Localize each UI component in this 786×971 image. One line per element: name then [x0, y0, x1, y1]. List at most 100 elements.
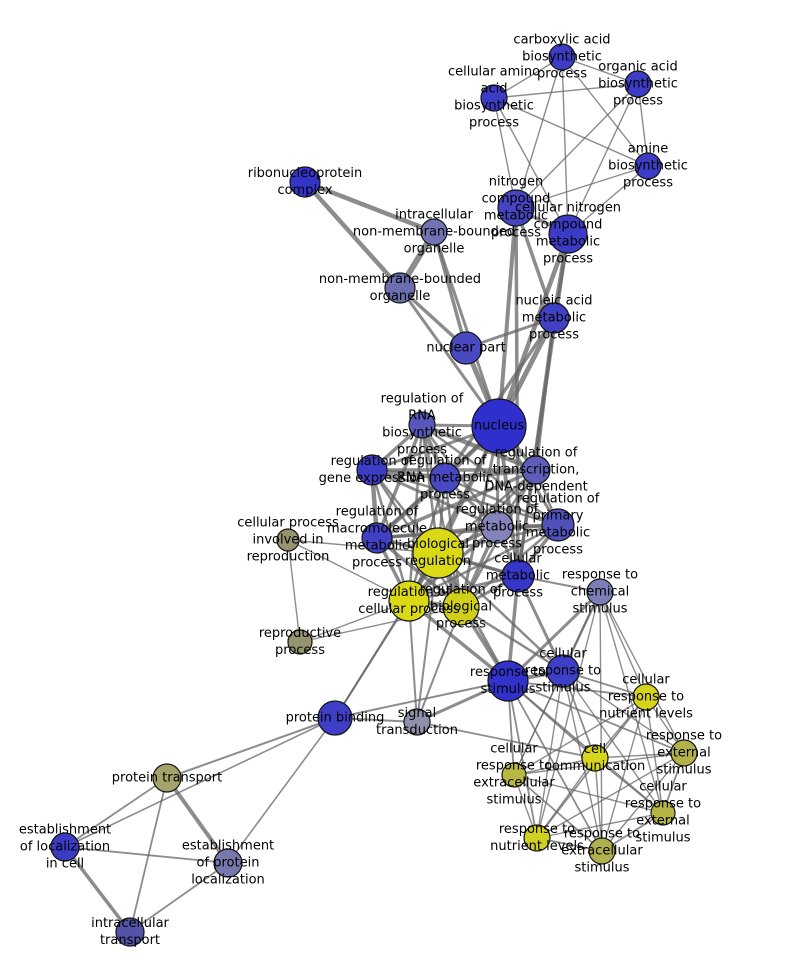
edge-intracellular-non-membrane-bounded-organelle--nucleus	[432, 230, 501, 428]
edge-nitrogen-compound-metabolic-process--nucleus	[497, 206, 518, 428]
edge-response-to-chemical-stimulus--response-to-nutrient-levels	[536, 591, 601, 839]
edge-carboxylic-acid-biosynthetic-process--cellular-nitrogen-compound-metabolic-process	[561, 56, 569, 235]
edge-ribonucleoprotein-complex--non-membrane-bounded-organelle	[302, 179, 403, 291]
edge-establishment-of-protein-localization--intracellular-transport	[129, 862, 229, 933]
node-intracellular-non-membrane-bounded-organelle[interactable]	[420, 218, 448, 246]
node-intracellular-transport[interactable]	[115, 917, 145, 947]
node-protein-transport[interactable]	[152, 763, 182, 793]
edge-ribonucleoprotein-complex--intracellular-non-membrane-bounded-organelle	[302, 179, 437, 235]
edge-establishment-of-localization-in-cell--intracellular-transport	[63, 845, 132, 934]
node-cellular-process-involved-in-reproduction[interactable]	[276, 528, 300, 552]
edge-signal-transduction--cell-communication	[416, 721, 596, 759]
edge-response-to-stimulus--cellular-response-to-nutrient-levels	[507, 680, 647, 698]
edge-biological-regulation--protein-binding	[334, 552, 439, 719]
edge-protein-transport--establishment-of-protein-localization	[165, 776, 230, 865]
edge-reproductive-process--regulation-of-biological-process	[299, 606, 462, 643]
edge-cellular-response-to-extracellular-stimulus--cellular-response-to-external-stimulus	[513, 774, 664, 814]
edge-protein-binding--protein-transport	[166, 717, 336, 779]
node-regulation-of-biological-process[interactable]	[442, 588, 480, 626]
node-nucleic-acid-metabolic-process[interactable]	[538, 302, 570, 334]
node-organic-acid-biosynthetic-process[interactable]	[624, 70, 652, 98]
node-reproductive-process[interactable]	[287, 629, 313, 655]
edge-cellular-response-to-stimulus--cellular-response-to-external-stimulus	[562, 670, 664, 814]
node-response-to-stimulus[interactable]	[487, 660, 529, 702]
edge-response-to-chemical-stimulus--response-to-extracellular-stimulus	[599, 591, 603, 852]
edge-cellular-response-to-external-stimulus--response-to-nutrient-levels	[536, 812, 664, 839]
edge-layer	[63, 56, 685, 934]
edge-nitrogen-compound-metabolic-process--cellular-metabolic-process	[514, 206, 520, 578]
edge-response-to-stimulus--cellular-response-to-external-stimulus	[507, 680, 664, 814]
node-cell-communication[interactable]	[581, 744, 609, 772]
edge-regulation-of-biological-process--signal-transduction	[416, 606, 462, 723]
node-cellular-metabolic-process[interactable]	[501, 559, 535, 593]
edge-cellular-amino-acid-biosynthetic-process--amine-biosynthetic-process	[493, 97, 649, 167]
edge-protein-transport--establishment-of-localization-in-cell	[64, 777, 168, 848]
node-non-membrane-bounded-organelle[interactable]	[384, 272, 416, 304]
edge-organic-acid-biosynthetic-process--amine-biosynthetic-process	[637, 83, 649, 167]
node-biological-regulation[interactable]	[412, 527, 464, 579]
node-cellular-response-to-stimulus[interactable]	[546, 654, 580, 688]
edge-nucleic-acid-metabolic-process--regulation-of-rna-metabolic-process	[443, 316, 556, 480]
edge-establishment-of-localization-in-cell--establishment-of-protein-localization	[64, 846, 229, 864]
edge-cellular-metabolic-process--cellular-response-to-stimulus	[516, 574, 565, 673]
node-carboxylic-acid-biosynthetic-process[interactable]	[548, 43, 576, 71]
edge-regulation-of-rna-metabolic-process--regulation-of-primary-metabolic-process	[443, 476, 560, 527]
edge-response-to-external-stimulus--response-to-extracellular-stimulus	[601, 752, 685, 852]
node-cellular-amino-acid-biosynthetic-process[interactable]	[480, 84, 508, 112]
node-regulation-of-rna-metabolic-process[interactable]	[429, 462, 461, 494]
edge-cell-communication--response-to-nutrient-levels	[536, 757, 596, 839]
edge-response-to-external-stimulus--response-to-nutrient-levels	[536, 752, 685, 839]
edge-protein-binding--establishment-of-localization-in-cell	[64, 717, 336, 848]
node-response-to-nutrient-levels[interactable]	[523, 824, 551, 852]
edge-cell-communication--response-to-extracellular-stimulus	[594, 757, 603, 852]
node-cellular-response-to-extracellular-stimulus[interactable]	[501, 762, 527, 788]
node-regulation-of-metabolic-process[interactable]	[480, 510, 514, 544]
edge-regulation-of-primary-metabolic-process--regulation-of-macromolecule-metabolic-process	[375, 523, 560, 540]
node-response-to-external-stimulus[interactable]	[670, 739, 698, 767]
edge-cellular-amino-acid-biosynthetic-process--nitrogen-compound-metabolic-process	[493, 97, 517, 209]
node-cellular-response-to-nutrient-levels[interactable]	[632, 683, 660, 711]
edge-response-to-chemical-stimulus--response-to-stimulus	[506, 590, 602, 683]
node-cellular-nitrogen-compound-metabolic-process[interactable]	[548, 214, 588, 254]
edge-cell-communication--response-to-external-stimulus	[594, 752, 685, 759]
edge-cellular-process-involved-in-reproduction--reproductive-process	[287, 539, 301, 643]
edge-regulation-of-transcription-dna-dependent--regulation-of-cellular-process	[407, 468, 538, 603]
edge-cellular-response-to-nutrient-levels--response-to-extracellular-stimulus	[601, 696, 647, 852]
node-cellular-response-to-external-stimulus[interactable]	[650, 800, 676, 826]
node-ribonucleoprotein-complex[interactable]	[289, 166, 321, 198]
node-regulation-of-cellular-process[interactable]	[388, 580, 430, 622]
node-signal-transduction[interactable]	[403, 708, 431, 736]
edge-organic-acid-biosynthetic-process--cellular-nitrogen-compound-metabolic-process	[567, 83, 639, 235]
edge-cell-communication--cellular-response-to-extracellular-stimulus	[513, 757, 596, 776]
edge-organic-acid-biosynthetic-process--nitrogen-compound-metabolic-process	[515, 83, 639, 209]
node-response-to-chemical-stimulus[interactable]	[586, 578, 614, 606]
edge-establishment-of-protein-localization--protein-binding	[227, 717, 336, 864]
node-establishment-of-localization-in-cell[interactable]	[50, 832, 80, 862]
node-layer	[50, 43, 698, 947]
node-regulation-of-rna-biosynthetic-process[interactable]	[408, 411, 436, 439]
edge-regulation-of-rna-biosynthetic-process--regulation-of-cellular-process	[407, 423, 424, 603]
node-nitrogen-compound-metabolic-process[interactable]	[497, 189, 535, 227]
node-amine-biosynthetic-process[interactable]	[634, 152, 662, 180]
node-establishment-of-protein-localization[interactable]	[213, 848, 243, 878]
edge-response-to-stimulus--response-to-nutrient-levels	[507, 680, 538, 839]
edge-non-membrane-bounded-organelle--nucleus	[398, 286, 501, 428]
edge-response-to-chemical-stimulus--cellular-response-to-external-stimulus	[599, 591, 664, 814]
edge-cellular-response-to-extracellular-stimulus--response-to-extracellular-stimulus	[513, 774, 603, 852]
node-protein-binding[interactable]	[317, 700, 353, 736]
edge-carboxylic-acid-biosynthetic-process--amine-biosynthetic-process	[561, 56, 649, 167]
node-regulation-of-macromolecule-metabolic-process[interactable]	[361, 522, 393, 554]
node-nucleus[interactable]	[471, 398, 527, 454]
node-regulation-of-gene-expression[interactable]	[356, 454, 388, 486]
node-regulation-of-transcription-dna-dependent[interactable]	[521, 455, 551, 485]
edge-cellular-nitrogen-compound-metabolic-process--nucleus	[496, 231, 571, 429]
node-regulation-of-primary-metabolic-process[interactable]	[541, 508, 575, 542]
edge-response-to-chemical-stimulus--response-to-external-stimulus	[599, 591, 685, 754]
edge-nitrogen-compound-metabolic-process--nucleic-acid-metabolic-process	[514, 206, 556, 320]
edge-response-to-stimulus--protein-binding	[334, 680, 509, 719]
edge-cellular-process-involved-in-reproduction--regulation-of-cellular-process	[287, 539, 410, 602]
node-response-to-extracellular-stimulus[interactable]	[588, 837, 616, 865]
node-nuclear-part[interactable]	[449, 331, 483, 365]
edge-cellular-amino-acid-biosynthetic-process--cellular-nitrogen-compound-metabolic-process	[493, 97, 569, 235]
